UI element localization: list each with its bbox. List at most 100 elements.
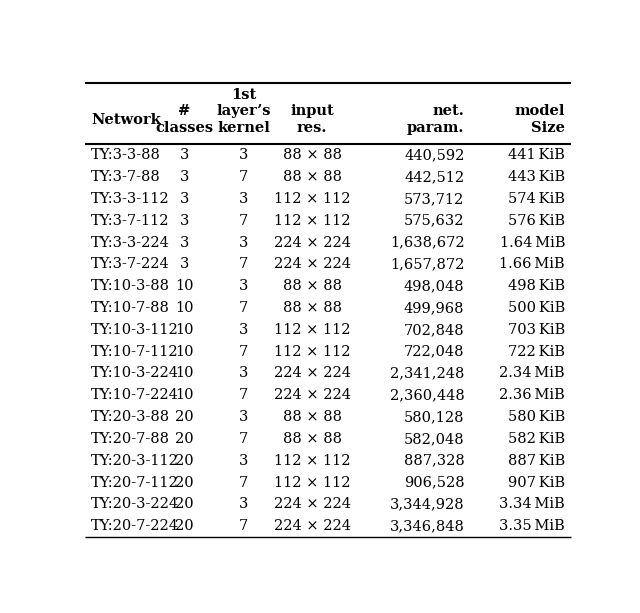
Text: 3.34 MiB: 3.34 MiB [499,497,565,511]
Text: 3: 3 [239,148,248,162]
Text: 7: 7 [239,257,248,272]
Text: param.: param. [407,121,465,135]
Text: TY:3-7-112: TY:3-7-112 [91,214,170,227]
Text: 1st: 1st [231,88,256,102]
Text: TY:10-3-112: TY:10-3-112 [91,323,179,337]
Text: TY:20-3-224: TY:20-3-224 [91,497,179,511]
Text: 3: 3 [179,257,189,272]
Text: 906,528: 906,528 [404,476,465,490]
Text: 887,328: 887,328 [404,454,465,468]
Text: 1.66 MiB: 1.66 MiB [499,257,565,272]
Text: input: input [291,104,334,118]
Text: 3: 3 [239,192,248,206]
Text: 112 × 112: 112 × 112 [274,345,350,359]
Text: 112 × 112: 112 × 112 [274,476,350,490]
Text: 500 KiB: 500 KiB [508,301,565,315]
Text: 3,344,928: 3,344,928 [390,497,465,511]
Text: net.: net. [433,104,465,118]
Text: 3: 3 [239,454,248,468]
Text: 7: 7 [239,519,248,533]
Text: 20: 20 [175,432,193,446]
Text: 20: 20 [175,476,193,490]
Text: 722 KiB: 722 KiB [508,345,565,359]
Text: 576 KiB: 576 KiB [508,214,565,227]
Text: 582,048: 582,048 [404,432,465,446]
Text: 112 × 112: 112 × 112 [274,323,350,337]
Text: 498,048: 498,048 [404,279,465,293]
Text: TY:10-7-112: TY:10-7-112 [91,345,179,359]
Text: TY:3-7-224: TY:3-7-224 [91,257,170,272]
Text: 2,341,248: 2,341,248 [390,367,465,381]
Text: 10: 10 [175,367,193,381]
Text: 702,848: 702,848 [404,323,465,337]
Text: 88 × 88: 88 × 88 [283,410,342,424]
Text: 112 × 112: 112 × 112 [274,454,350,468]
Text: 3: 3 [239,410,248,424]
Text: 20: 20 [175,497,193,511]
Text: 224 × 224: 224 × 224 [274,497,351,511]
Text: 224 × 224: 224 × 224 [274,257,351,272]
Text: 20: 20 [175,454,193,468]
Text: 7: 7 [239,170,248,184]
Text: TY:3-7-88: TY:3-7-88 [91,170,161,184]
Text: Network: Network [91,113,161,126]
Text: 3: 3 [179,214,189,227]
Text: 20: 20 [175,519,193,533]
Text: 10: 10 [175,388,193,402]
Text: 10: 10 [175,301,193,315]
Text: 1,657,872: 1,657,872 [390,257,465,272]
Text: 224 × 224: 224 × 224 [274,367,351,381]
Text: 3,346,848: 3,346,848 [390,519,465,533]
Text: model: model [515,104,565,118]
Text: res.: res. [297,121,327,135]
Text: 20: 20 [175,410,193,424]
Text: layer’s: layer’s [216,104,271,118]
Text: 3: 3 [179,235,189,249]
Text: TY:10-3-88: TY:10-3-88 [91,279,170,293]
Text: 441 KiB: 441 KiB [508,148,565,162]
Text: 112 × 112: 112 × 112 [274,214,350,227]
Text: #: # [178,104,190,118]
Text: 722,048: 722,048 [404,345,465,359]
Text: 887 KiB: 887 KiB [508,454,565,468]
Text: 3: 3 [179,192,189,206]
Text: 88 × 88: 88 × 88 [283,432,342,446]
Text: 443 KiB: 443 KiB [508,170,565,184]
Text: TY:20-3-88: TY:20-3-88 [91,410,170,424]
Text: 499,968: 499,968 [404,301,465,315]
Text: TY:10-3-224: TY:10-3-224 [91,367,179,381]
Text: 3: 3 [239,497,248,511]
Text: 88 × 88: 88 × 88 [283,148,342,162]
Text: 1.64 MiB: 1.64 MiB [500,235,565,249]
Text: 88 × 88: 88 × 88 [283,279,342,293]
Text: 575,632: 575,632 [404,214,465,227]
Text: 2.34 MiB: 2.34 MiB [499,367,565,381]
Text: 88 × 88: 88 × 88 [283,301,342,315]
Text: 580 KiB: 580 KiB [508,410,565,424]
Text: 88 × 88: 88 × 88 [283,170,342,184]
Text: 224 × 224: 224 × 224 [274,519,351,533]
Text: 7: 7 [239,214,248,227]
Text: TY:20-7-88: TY:20-7-88 [91,432,170,446]
Text: classes: classes [155,121,213,135]
Text: TY:20-7-224: TY:20-7-224 [91,519,179,533]
Text: 7: 7 [239,476,248,490]
Text: TY:20-7-112: TY:20-7-112 [91,476,179,490]
Text: 224 × 224: 224 × 224 [274,235,351,249]
Text: 2.36 MiB: 2.36 MiB [499,388,565,402]
Text: TY:3-3-112: TY:3-3-112 [91,192,170,206]
Text: 1,638,672: 1,638,672 [390,235,465,249]
Text: TY:10-7-224: TY:10-7-224 [91,388,179,402]
Text: 498 KiB: 498 KiB [508,279,565,293]
Text: 7: 7 [239,432,248,446]
Text: TY:3-3-88: TY:3-3-88 [91,148,161,162]
Text: 442,512: 442,512 [404,170,465,184]
Text: Size: Size [531,121,565,135]
Text: 3: 3 [179,148,189,162]
Text: 440,592: 440,592 [404,148,465,162]
Text: 573,712: 573,712 [404,192,465,206]
Text: 10: 10 [175,279,193,293]
Text: 7: 7 [239,345,248,359]
Text: 224 × 224: 224 × 224 [274,388,351,402]
Text: 3: 3 [239,323,248,337]
